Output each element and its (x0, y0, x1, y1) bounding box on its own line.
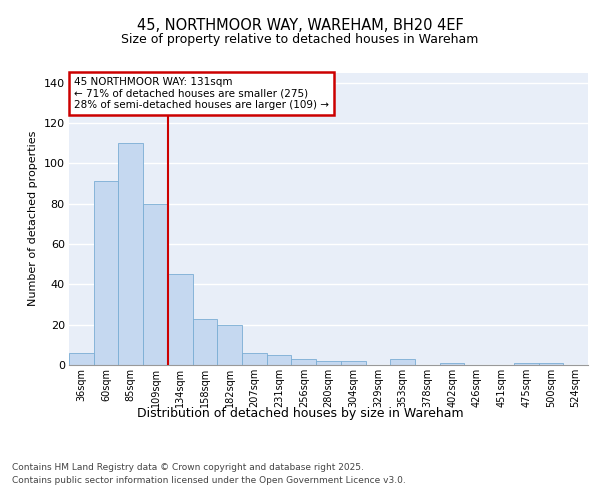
Bar (242, 353, 267, 365)
Bar (292, 359, 316, 365)
Bar (316, 361, 341, 365)
Bar (118, 143, 143, 365)
Y-axis label: Number of detached properties: Number of detached properties (28, 131, 38, 306)
Bar (539, 363, 563, 365)
Text: Size of property relative to detached houses in Wareham: Size of property relative to detached ho… (121, 32, 479, 46)
Bar (514, 363, 539, 365)
Bar (168, 274, 193, 365)
Bar (143, 204, 168, 365)
Bar (341, 361, 365, 365)
Bar (440, 363, 464, 365)
Bar (69, 353, 94, 365)
Bar (390, 359, 415, 365)
Text: Contains HM Land Registry data © Crown copyright and database right 2025.: Contains HM Land Registry data © Crown c… (12, 462, 364, 471)
Text: Distribution of detached houses by size in Wareham: Distribution of detached houses by size … (137, 408, 463, 420)
Bar (267, 355, 292, 365)
Text: 45, NORTHMOOR WAY, WAREHAM, BH20 4EF: 45, NORTHMOOR WAY, WAREHAM, BH20 4EF (137, 18, 463, 32)
Text: Contains public sector information licensed under the Open Government Licence v3: Contains public sector information licen… (12, 476, 406, 485)
Bar (193, 318, 217, 365)
Text: 45 NORTHMOOR WAY: 131sqm
← 71% of detached houses are smaller (275)
28% of semi-: 45 NORTHMOOR WAY: 131sqm ← 71% of detach… (74, 77, 329, 110)
Bar (217, 324, 242, 365)
Bar (94, 182, 118, 365)
